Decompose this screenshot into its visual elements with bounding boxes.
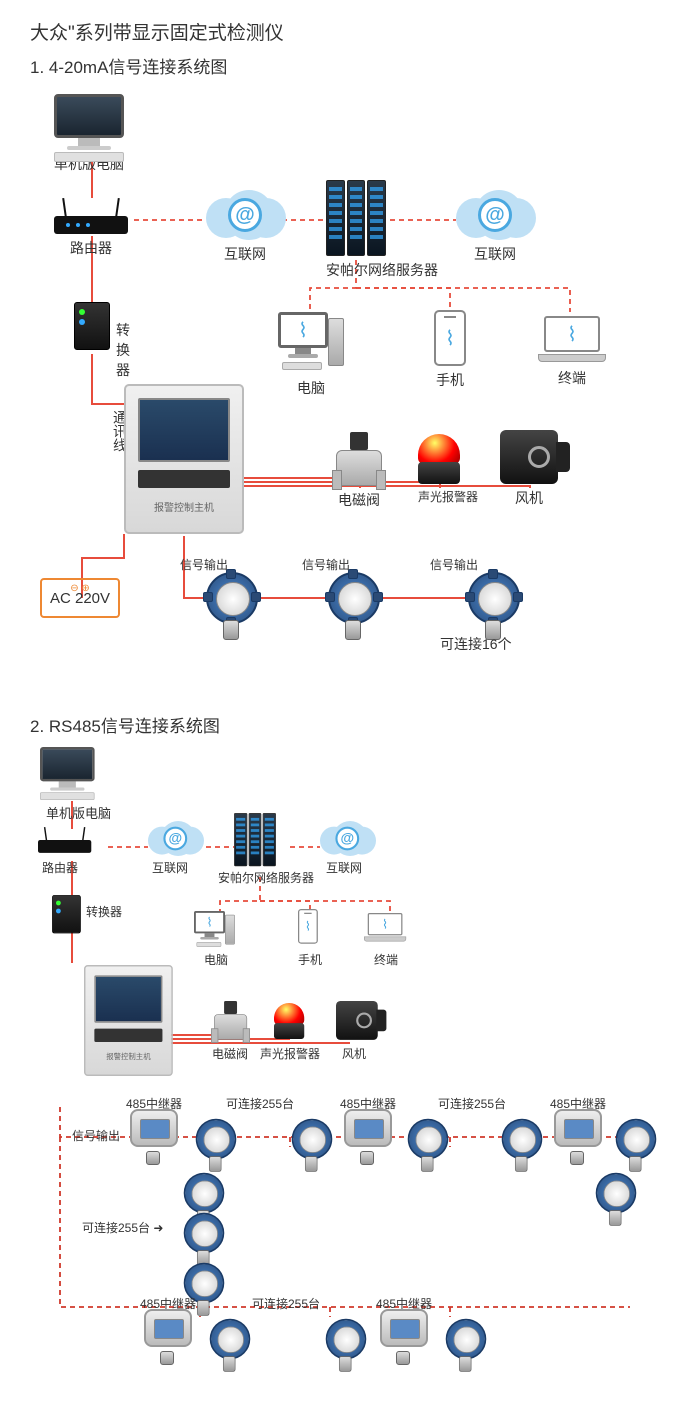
router-2 [38,827,91,853]
det-r1a [196,1119,237,1160]
cloud2a: @ [148,821,203,856]
connect16: 可连接16个 [440,634,512,654]
main-title: 大众"系列带显示固定式检测仪 [30,18,670,45]
conn255-1: 可连接255台 [226,1095,294,1112]
detector-3 [468,572,520,624]
det-r1e [616,1119,657,1160]
laptop-2: ⌇ [364,913,406,943]
servers: 安帕尔网络服务器 [326,180,438,280]
det-r1b [292,1119,333,1160]
laptop: ⌇ 终端 [538,316,606,388]
router: 路由器 [54,198,128,258]
repeater-2 [344,1109,392,1155]
diagram-1: 单机版电脑 路由器 @ 互联网 安帕尔网络服务器 [30,88,670,688]
pc-client: ⌇ 电脑 [278,312,344,398]
phone2-label: 手机 [298,951,322,968]
det-v3 [184,1213,225,1254]
phone-label: 手机 [434,370,466,390]
alarm: 声光报警器 [418,434,478,505]
conn255-2: 可连接255台 [438,1095,506,1112]
det-b1 [210,1319,251,1360]
sig-out-3: 信号输出 [430,556,478,573]
valve-2 [214,1001,247,1040]
power: ⊖ ⊕AC 220V [40,578,120,618]
cloud-2: @ 互联网 [456,190,534,264]
conn255-arrow: 可连接255台 ➜ [82,1219,163,1236]
fan: 风机 [500,430,558,508]
alarm-2 [274,1003,304,1039]
det-b2 [326,1319,367,1360]
det-r1d [502,1119,543,1160]
internet-label-2: 互联网 [456,244,534,264]
pc-client2-label: 电脑 [204,951,228,968]
alarm-label: 声光报警器 [418,488,478,505]
controller: 报警控制主机 [124,384,244,534]
laptop-label: 终端 [538,368,606,388]
valve2-label: 电磁阀 [212,1045,248,1062]
detector-1 [206,572,258,624]
section2-title: 2. RS485信号连接系统图 [30,712,670,737]
fan2-label: 风机 [342,1045,366,1062]
det-v1 [184,1173,225,1214]
sig-out-2: 信号输出 [302,556,350,573]
converter-2 [52,895,81,933]
internet2a: 互联网 [152,859,188,876]
standalone-pc-2 [40,747,95,791]
detector-2 [328,572,380,624]
valve-label: 电磁阀 [336,490,382,510]
sig-out-1: 信号输出 [180,556,228,573]
phone-2: ⌇ [298,909,318,944]
cloud2b: @ [320,821,375,856]
servers-2 [234,813,276,866]
pc-client-2: ⌇ [194,911,235,949]
section1-title: 1. 4-20mA信号连接系统图 [30,53,670,78]
repeater-b1 [144,1309,192,1355]
server-label: 安帕尔网络服务器 [326,260,438,280]
valve: 电磁阀 [336,432,382,510]
repeater-3 [554,1109,602,1155]
sigout-r1: 信号输出 [72,1127,120,1144]
standalone-pc: 单机版电脑 [54,94,124,174]
repeater-b2 [380,1309,428,1355]
det-v2 [596,1173,637,1214]
pc-client-label: 电脑 [278,378,344,398]
laptop2-label: 终端 [374,951,398,968]
alarm2-label: 声光报警器 [260,1045,320,1062]
controller-2: 报警控制主机 [84,965,173,1076]
conn255-b: 可连接255台 [252,1295,320,1312]
det-b3 [446,1319,487,1360]
fan-label: 风机 [500,488,558,508]
cloud-1: @ 互联网 [206,190,284,264]
converter2-label: 转换器 [86,903,122,920]
diagram-2: 单机版电脑 路由器 @ 互联网 安帕尔网络服务器 @ 互联网 转换器 ⌇ 电脑 … [30,747,670,1387]
fan-2 [336,1001,378,1040]
phone: ⌇ 手机 [434,310,466,390]
pc2-label: 单机版电脑 [46,803,111,822]
converter-label: 转换器 [116,320,130,380]
internet-label-1: 互联网 [206,244,284,264]
det-r1c [408,1119,449,1160]
router-label: 路由器 [54,238,128,258]
repeater-1 [130,1109,178,1155]
converter: 转换器 [74,302,110,350]
router2-label: 路由器 [42,859,78,876]
server2-label: 安帕尔网络服务器 [218,869,314,886]
internet2b: 互联网 [326,859,362,876]
